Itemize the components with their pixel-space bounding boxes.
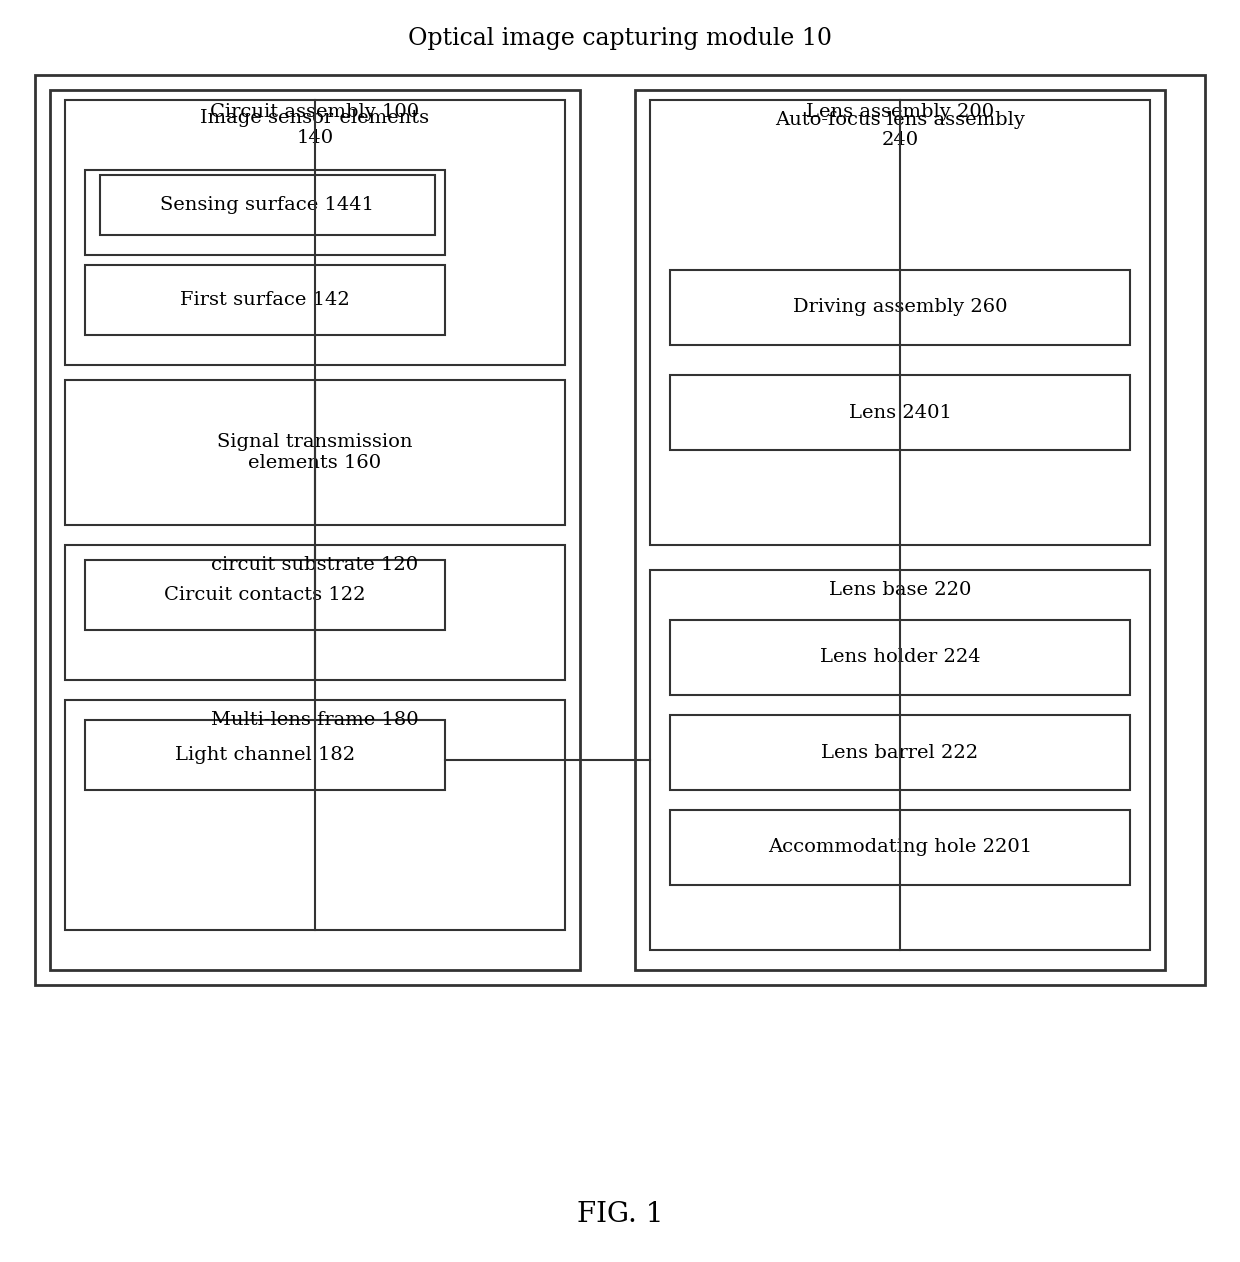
Bar [635, 90, 1166, 970]
Bar [670, 375, 1130, 451]
Bar [50, 90, 580, 970]
Text: Signal transmission
elements 160: Signal transmission elements 160 [217, 433, 413, 472]
Text: Image sensor elements
140: Image sensor elements 140 [201, 109, 429, 148]
Bar [64, 380, 565, 525]
Text: circuit substrate 120: circuit substrate 120 [212, 557, 419, 574]
Text: Driving assembly 260: Driving assembly 260 [792, 299, 1007, 317]
Bar [650, 100, 1149, 545]
Bar [650, 570, 1149, 950]
Text: Light channel 182: Light channel 182 [175, 746, 355, 764]
Text: Circuit contacts 122: Circuit contacts 122 [164, 586, 366, 604]
Bar [64, 100, 565, 365]
Text: Circuit assembly 100: Circuit assembly 100 [211, 103, 419, 121]
Bar [35, 74, 1205, 986]
Text: Accommodating hole 2201: Accommodating hole 2201 [768, 838, 1032, 857]
Bar [670, 810, 1130, 885]
Text: Lens 2401: Lens 2401 [848, 404, 951, 422]
Bar [670, 716, 1130, 790]
Text: Second surface 144: Second surface 144 [167, 179, 363, 197]
Text: Lens base 220: Lens base 220 [828, 581, 971, 599]
Text: Lens holder 224: Lens holder 224 [820, 649, 981, 666]
Bar [64, 545, 565, 680]
Bar [670, 270, 1130, 345]
Text: Sensing surface 1441: Sensing surface 1441 [160, 196, 374, 215]
Text: Lens assembly 200: Lens assembly 200 [806, 103, 994, 121]
Bar [64, 700, 565, 930]
Text: Auto-focus lens assembly
240: Auto-focus lens assembly 240 [775, 111, 1025, 149]
Bar [86, 265, 445, 334]
Text: Multi-lens frame 180: Multi-lens frame 180 [211, 711, 419, 729]
Text: FIG. 1: FIG. 1 [577, 1201, 663, 1228]
Bar [86, 170, 445, 255]
Bar [670, 620, 1130, 695]
Bar [86, 721, 445, 790]
Text: First surface 142: First surface 142 [180, 292, 350, 309]
Bar [86, 560, 445, 630]
Text: Lens barrel 222: Lens barrel 222 [821, 743, 978, 761]
Text: Optical image capturing module 10: Optical image capturing module 10 [408, 27, 832, 49]
Bar [100, 175, 435, 235]
